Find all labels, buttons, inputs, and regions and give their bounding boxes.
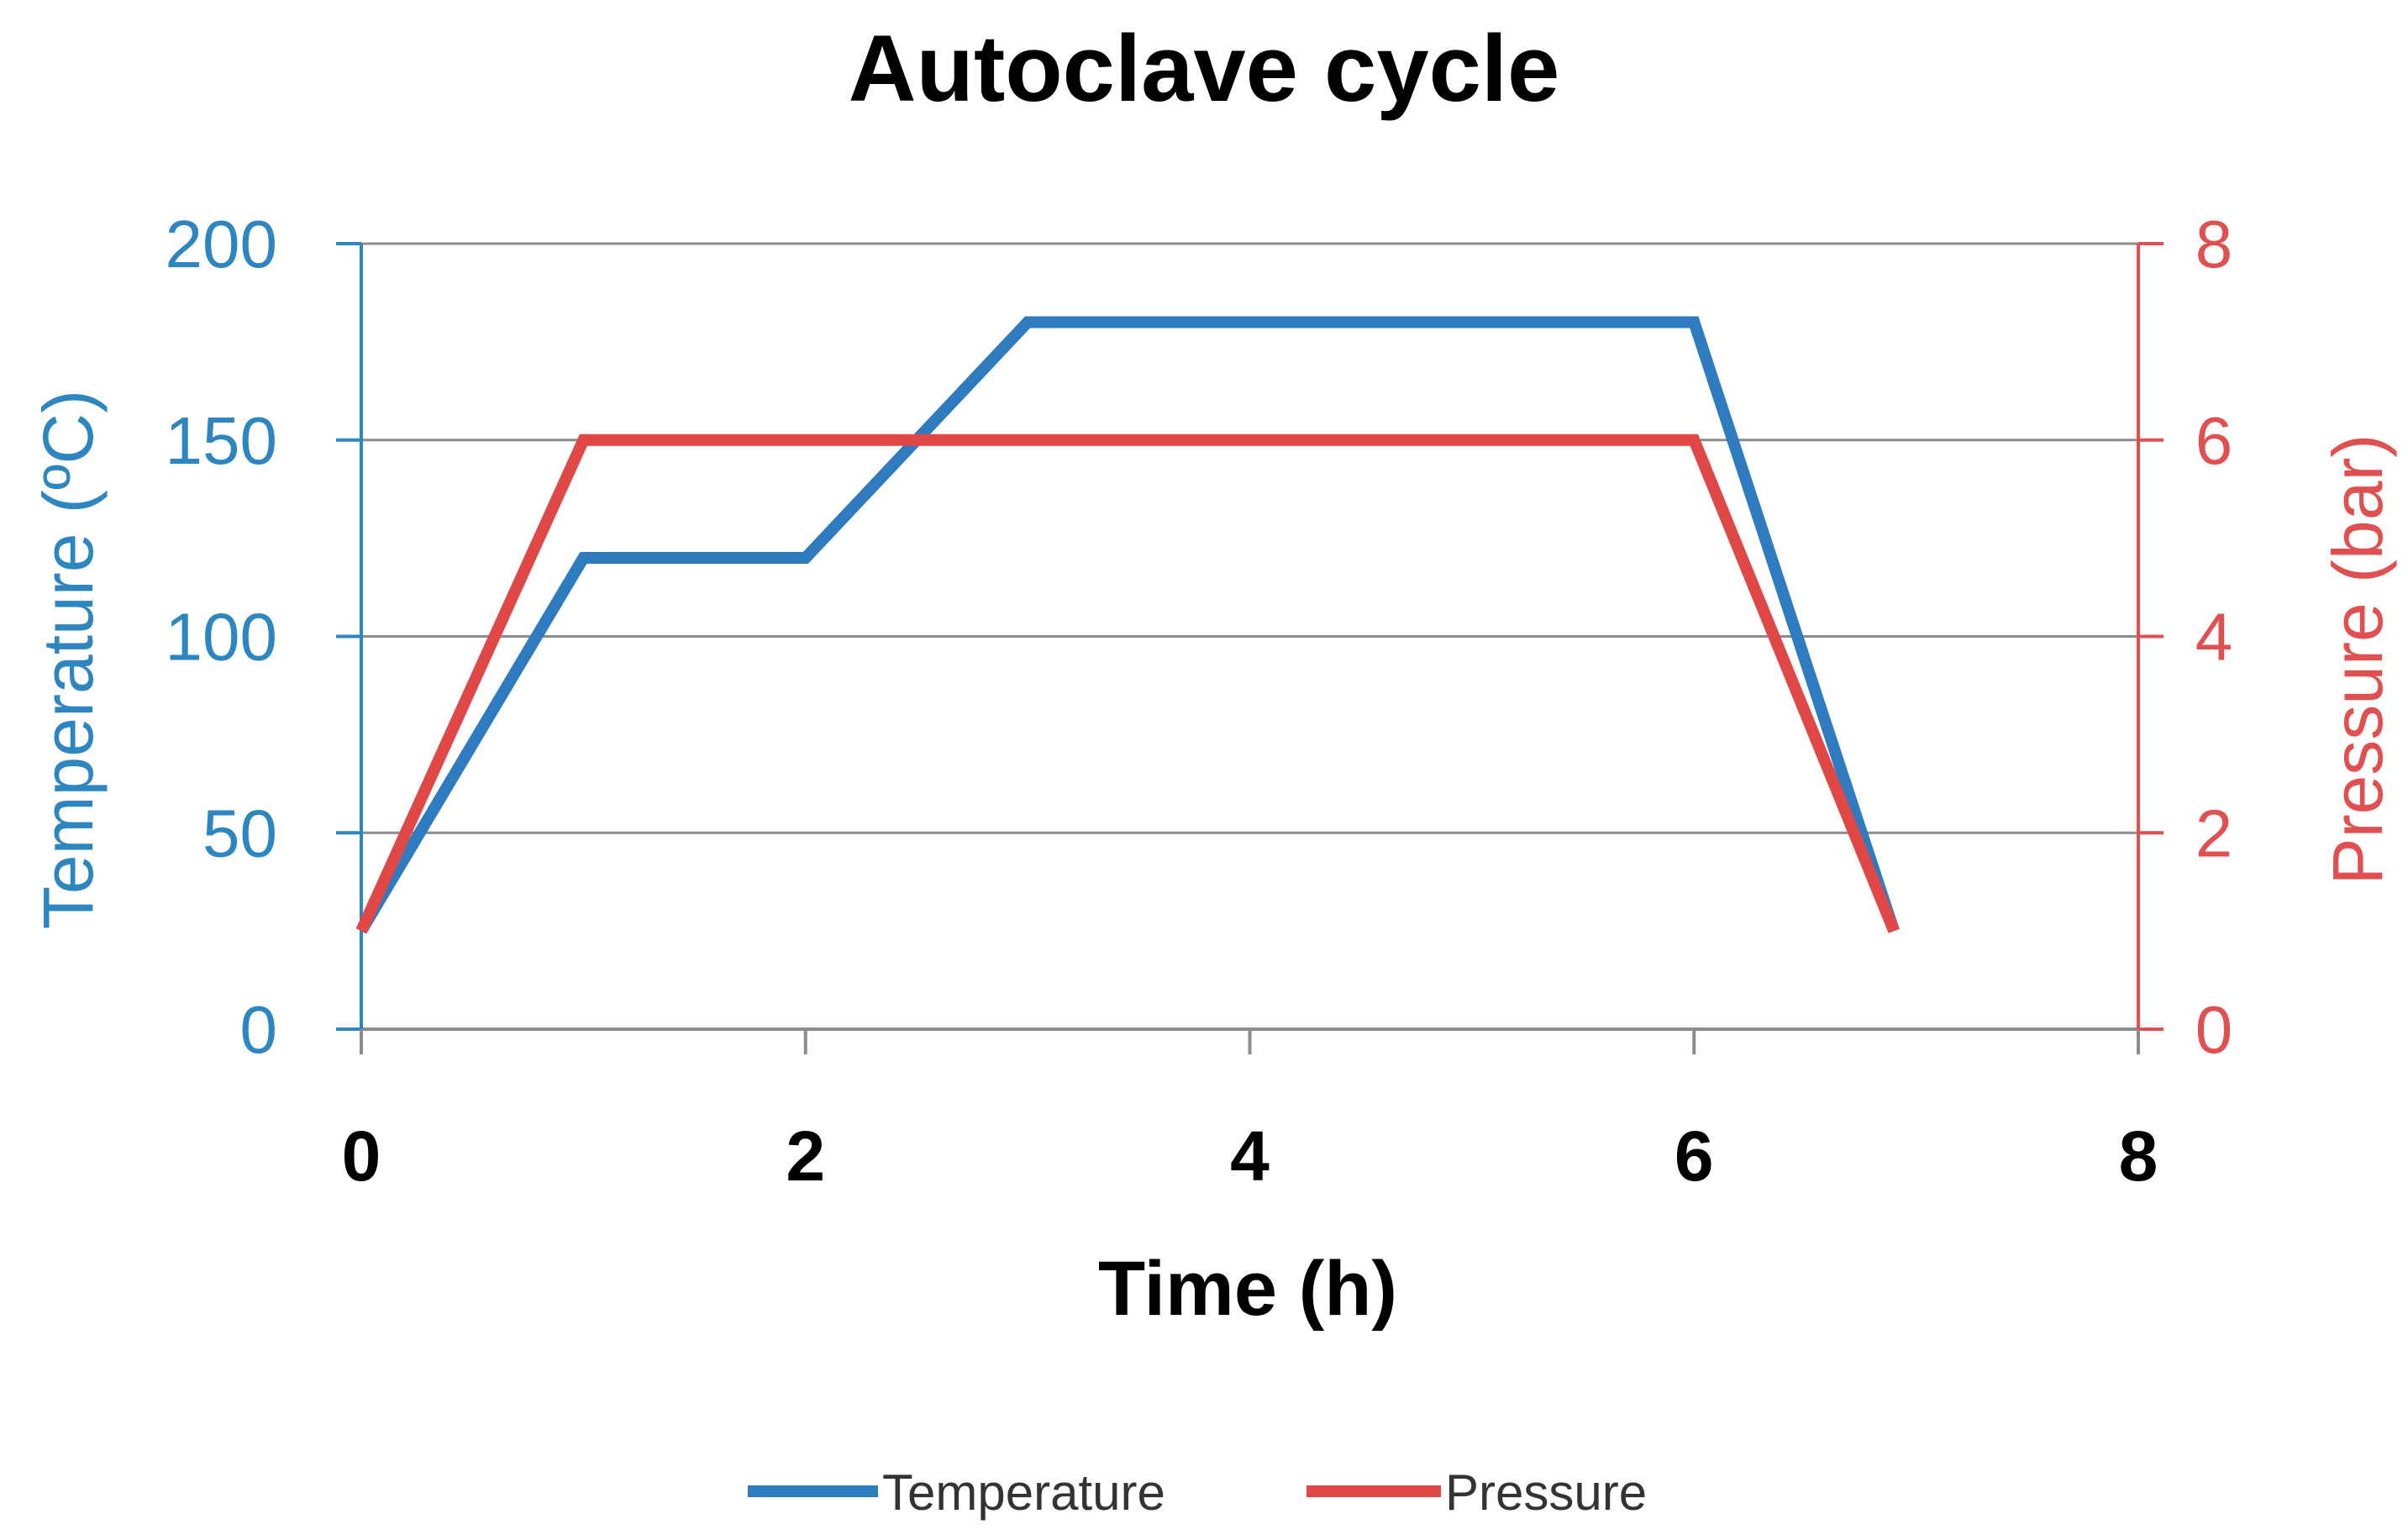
right-tick-label-0: 0 xyxy=(2195,992,2233,1067)
left-tick-label-200: 200 xyxy=(166,207,277,281)
x-tick-label-2: 2 xyxy=(786,1117,825,1196)
left-tick-label-100: 100 xyxy=(166,600,277,675)
right-tick-label-6: 6 xyxy=(2195,403,2233,478)
right-tick-label-4: 4 xyxy=(2195,600,2233,675)
legend: Temperature Pressure xyxy=(748,1464,1647,1521)
left-tick-label-50: 50 xyxy=(202,796,277,870)
x-tick-label-8: 8 xyxy=(2119,1117,2158,1196)
x-tick-label-4: 4 xyxy=(1230,1117,1270,1196)
chart-title: Autoclave cycle xyxy=(849,16,1560,121)
x-tick-label-0: 0 xyxy=(342,1117,381,1196)
x-tick-label-6: 6 xyxy=(1675,1117,1714,1196)
legend-label-pressure: Pressure xyxy=(1445,1464,1647,1521)
series-line-pressure xyxy=(355,434,1900,933)
left-tick-label-150: 150 xyxy=(166,403,277,478)
left-tick-label-0: 0 xyxy=(240,992,278,1067)
series-layer xyxy=(355,316,1900,934)
x-axis-label: Time (h) xyxy=(1098,1246,1397,1332)
right-tick-label-2: 2 xyxy=(2195,796,2233,870)
grid-lines xyxy=(336,242,2138,834)
right-tick-label-8: 8 xyxy=(2195,207,2233,281)
legend-label-temperature: Temperature xyxy=(882,1464,1165,1521)
series-line-temperature xyxy=(355,316,1900,934)
left-axis-label: Temperature (ºC) xyxy=(29,390,108,929)
axes xyxy=(336,242,2164,1054)
right-axis-label: Pressure (bar) xyxy=(2318,434,2397,886)
